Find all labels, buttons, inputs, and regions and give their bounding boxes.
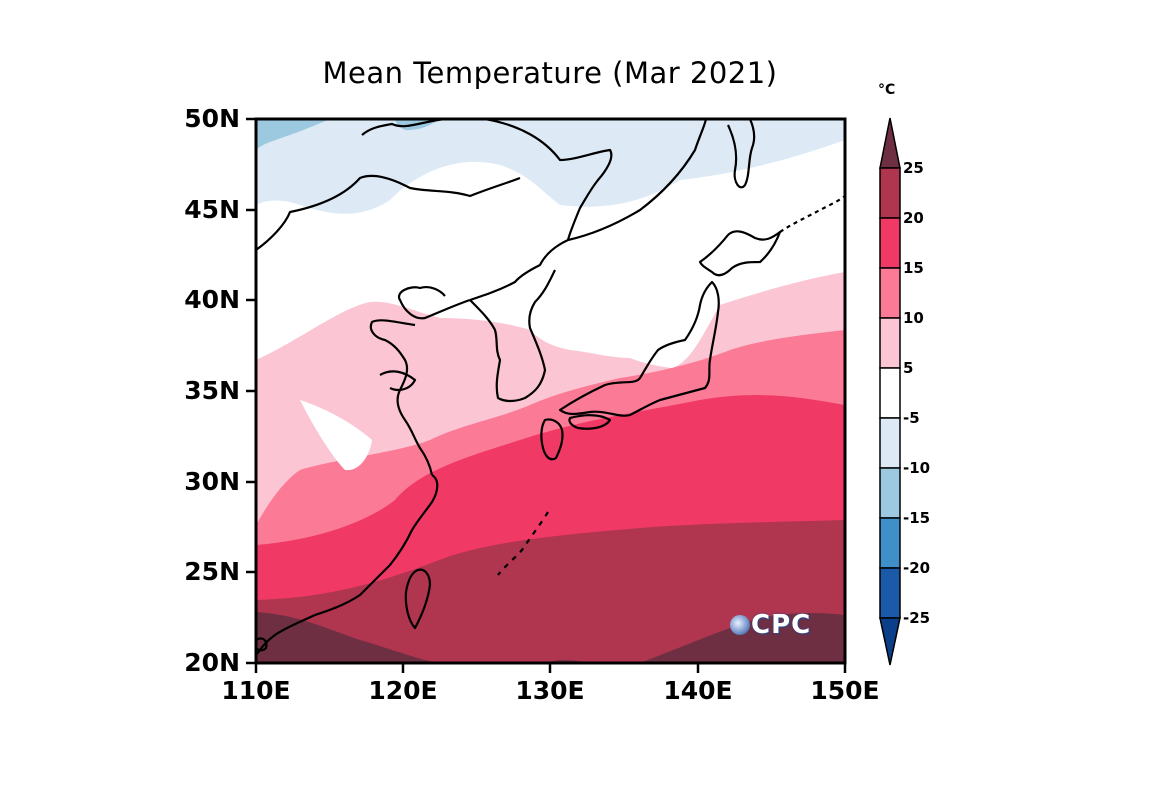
lon-label-140e: 140E	[663, 676, 733, 705]
lat-label-40n: 40N	[184, 285, 240, 314]
lat-label-20n: 20N	[184, 648, 240, 677]
colorbar-swatch	[879, 517, 901, 569]
colorbar-label: 5	[903, 359, 914, 377]
colorbar-swatch	[879, 417, 901, 469]
colorbar	[879, 117, 901, 666]
colorbar-bottom-arrow	[879, 617, 901, 666]
colorbar-swatch	[879, 167, 901, 219]
lon-label-120e: 120E	[368, 676, 438, 705]
axis-ticks	[246, 117, 847, 673]
colorbar-label: -15	[903, 509, 931, 527]
colorbar-swatch	[879, 267, 901, 319]
lat-label-35n: 35N	[184, 376, 240, 405]
colorbar-swatch	[879, 217, 901, 269]
lat-label-50n: 50N	[184, 104, 240, 133]
colorbar-label: -25	[903, 609, 931, 627]
lon-label-150e: 150E	[810, 676, 880, 705]
globe-icon	[730, 615, 750, 635]
colorbar-swatch	[879, 467, 901, 519]
unit-label: °C	[878, 82, 896, 98]
colorbar-label: -20	[903, 559, 931, 577]
colorbar-label: 15	[903, 259, 924, 277]
colorbar-swatch	[879, 367, 901, 419]
colorbar-label: -10	[903, 459, 931, 477]
colorbar-swatch	[879, 317, 901, 369]
colorbar-swatch	[879, 567, 901, 619]
colorbar-label: 10	[903, 309, 924, 327]
lon-label-130e: 130E	[515, 676, 585, 705]
map-title: Mean Temperature (Mar 2021)	[322, 56, 778, 90]
lat-label-45n: 45N	[184, 195, 240, 224]
coastline	[256, 119, 845, 656]
cpc-logo: CPC	[730, 610, 811, 640]
temperature-fill	[256, 119, 845, 663]
lat-label-25n: 25N	[184, 557, 240, 586]
lat-label-30n: 30N	[184, 467, 240, 496]
logo-text: CPC	[751, 610, 812, 640]
colorbar-label: 25	[903, 159, 924, 177]
colorbar-label: -5	[903, 409, 920, 427]
colorbar-label: 20	[903, 209, 924, 227]
lon-label-110e: 110E	[221, 676, 291, 705]
colorbar-top-arrow	[879, 117, 901, 169]
